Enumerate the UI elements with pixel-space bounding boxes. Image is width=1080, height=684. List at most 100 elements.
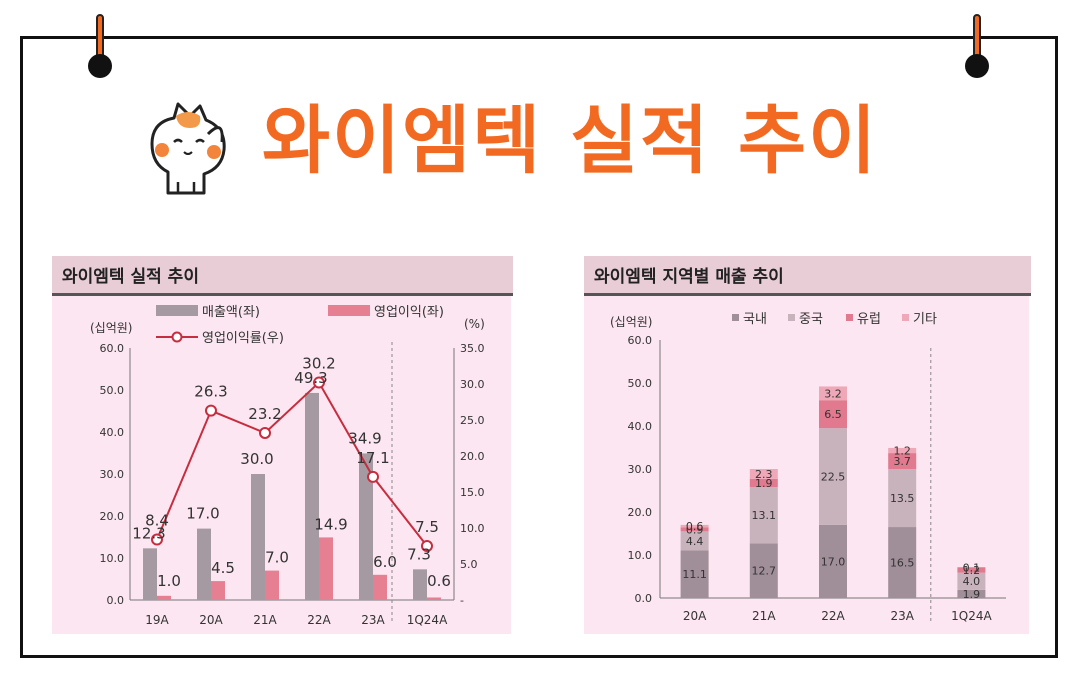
op-profit-data-label: 0.6	[427, 572, 451, 590]
stack-segment-2	[957, 567, 986, 573]
legend-op-profit-swatch	[328, 305, 370, 316]
legend-revenue-label: 매출액(좌)	[202, 305, 260, 320]
segment-data-label: 22.5	[821, 471, 846, 484]
stack-segment-3	[888, 447, 917, 454]
stack-segment-2	[749, 478, 778, 488]
margin-point	[421, 540, 433, 552]
y-left-unit: (십억원)	[90, 321, 132, 335]
margin-data-label: 17.1	[356, 449, 389, 467]
x-tick-label: 19A	[145, 613, 169, 627]
segment-data-label: 6.5	[824, 408, 842, 421]
x-tick-label: 21A	[752, 609, 776, 623]
legend-label-1: 중국	[799, 312, 823, 327]
legend-op-profit-label: 영업이익(좌)	[374, 305, 444, 320]
margin-data-label: 8.4	[145, 512, 169, 530]
revenue-data-label: 12.3	[132, 524, 165, 542]
revenue-data-label: 49.3	[294, 369, 327, 387]
y-left-tick-label: 30.0	[100, 468, 125, 481]
op-profit-bar	[211, 581, 225, 600]
segment-data-label: 16.5	[890, 557, 915, 570]
op-profit-data-label: 1.0	[157, 572, 181, 590]
y-unit: (십억원)	[610, 315, 652, 329]
segment-data-label: 11.1	[682, 568, 707, 581]
legend-margin-label: 영업이익률(우)	[202, 331, 284, 346]
x-tick-label: 22A	[821, 609, 845, 623]
y-left-tick-label: 0.0	[107, 594, 125, 607]
margin-point	[151, 533, 163, 546]
margin-data-label: 26.3	[194, 383, 227, 401]
segment-data-label: 3.7	[893, 455, 911, 468]
legend-margin-marker	[171, 331, 183, 343]
margin-data-label: 30.2	[302, 355, 335, 373]
segment-data-label: 0.1	[963, 561, 981, 574]
revenue-bar	[197, 528, 211, 600]
segment-data-label: 12.7	[752, 565, 777, 578]
y-right-tick-label: 20.0	[460, 450, 485, 463]
op-profit-data-label: 7.0	[265, 549, 289, 567]
y-left-tick-label: 50.0	[100, 384, 125, 397]
x-tick-label: 20A	[683, 609, 707, 623]
x-tick-label: 1Q24A	[951, 609, 992, 623]
stack-segment-1	[749, 487, 778, 544]
y-right-tick-label: 15.0	[460, 486, 485, 499]
margin-point	[313, 376, 325, 389]
stack-segment-1	[680, 531, 709, 551]
margin-line	[156, 380, 428, 547]
stack-segment-3	[749, 469, 778, 479]
stack-segment-3	[819, 386, 847, 401]
stack-segment-0	[888, 527, 917, 598]
stack-segment-3	[680, 524, 709, 528]
y-right-tick-label: 10.0	[460, 522, 485, 535]
y-tick-label: 50.0	[628, 377, 653, 390]
x-tick-label: 23A	[890, 609, 914, 623]
legend-label-3: 기타	[913, 312, 937, 327]
y-right-tick-label: 35.0	[460, 342, 485, 355]
stack-segment-0	[680, 550, 709, 598]
revenue-bar	[251, 474, 265, 600]
op-profit-data-label: 14.9	[314, 515, 347, 533]
y-tick-label: 0.0	[635, 592, 653, 605]
stack-segment-2	[819, 400, 847, 429]
stack-segment-2	[888, 453, 917, 469]
op-profit-data-label: 6.0	[373, 553, 397, 571]
legend-swatch-3	[902, 314, 909, 321]
segment-data-label: 0.6	[686, 520, 704, 533]
segment-data-label: 1.2	[893, 445, 911, 458]
legend-swatch-0	[732, 314, 739, 321]
segment-data-label: 4.4	[686, 535, 704, 548]
revenue-data-label: 17.0	[186, 505, 219, 523]
right-chart-header: 와이엠텍 지역별 매출 추이	[584, 256, 1031, 296]
revenue-bar	[305, 392, 319, 600]
y-tick-label: 60.0	[628, 334, 653, 347]
stack-segment-1	[888, 469, 917, 528]
y-left-tick-label: 60.0	[100, 342, 125, 355]
segment-data-label: 17.0	[821, 555, 846, 568]
revenue-data-label: 7.3	[407, 545, 431, 563]
y-right-tick-label: 25.0	[460, 414, 485, 427]
regional-sales-chart: 0.0 10.0 20.0 30.0 40.0 50.0 60.0 (십억원) 11.1 4.4 0…	[610, 312, 1006, 623]
stack-segment-0	[957, 589, 986, 598]
stack-segment-0	[749, 543, 778, 598]
x-tick-label: 22A	[307, 613, 331, 627]
legend-label-0: 국내	[743, 312, 767, 327]
stack-segment-2	[680, 527, 709, 532]
y-left-tick-label: 20.0	[100, 510, 125, 523]
margin-data-label: 23.2	[248, 405, 281, 423]
op-profit-data-label: 4.5	[211, 559, 235, 577]
segment-data-label: 1.9	[963, 588, 981, 601]
op-profit-bar	[373, 574, 387, 600]
margin-point	[205, 404, 217, 417]
op-profit-bar	[427, 597, 441, 600]
segment-data-label: 2.3	[755, 468, 773, 481]
left-chart-panel	[52, 256, 511, 634]
x-tick-label: 21A	[253, 613, 277, 627]
right-pin-icon	[965, 14, 989, 78]
y-right-tick-label: 30.0	[460, 378, 485, 391]
legend-swatch-1	[788, 314, 795, 321]
segment-data-label: 13.5	[890, 492, 915, 505]
stack-segment-1	[957, 572, 986, 590]
y-tick-label: 20.0	[628, 506, 653, 519]
y-tick-label: 40.0	[628, 420, 653, 433]
margin-data-label: 7.5	[415, 518, 439, 536]
left-chart-header: 와이엠텍 실적 추이	[52, 256, 513, 296]
